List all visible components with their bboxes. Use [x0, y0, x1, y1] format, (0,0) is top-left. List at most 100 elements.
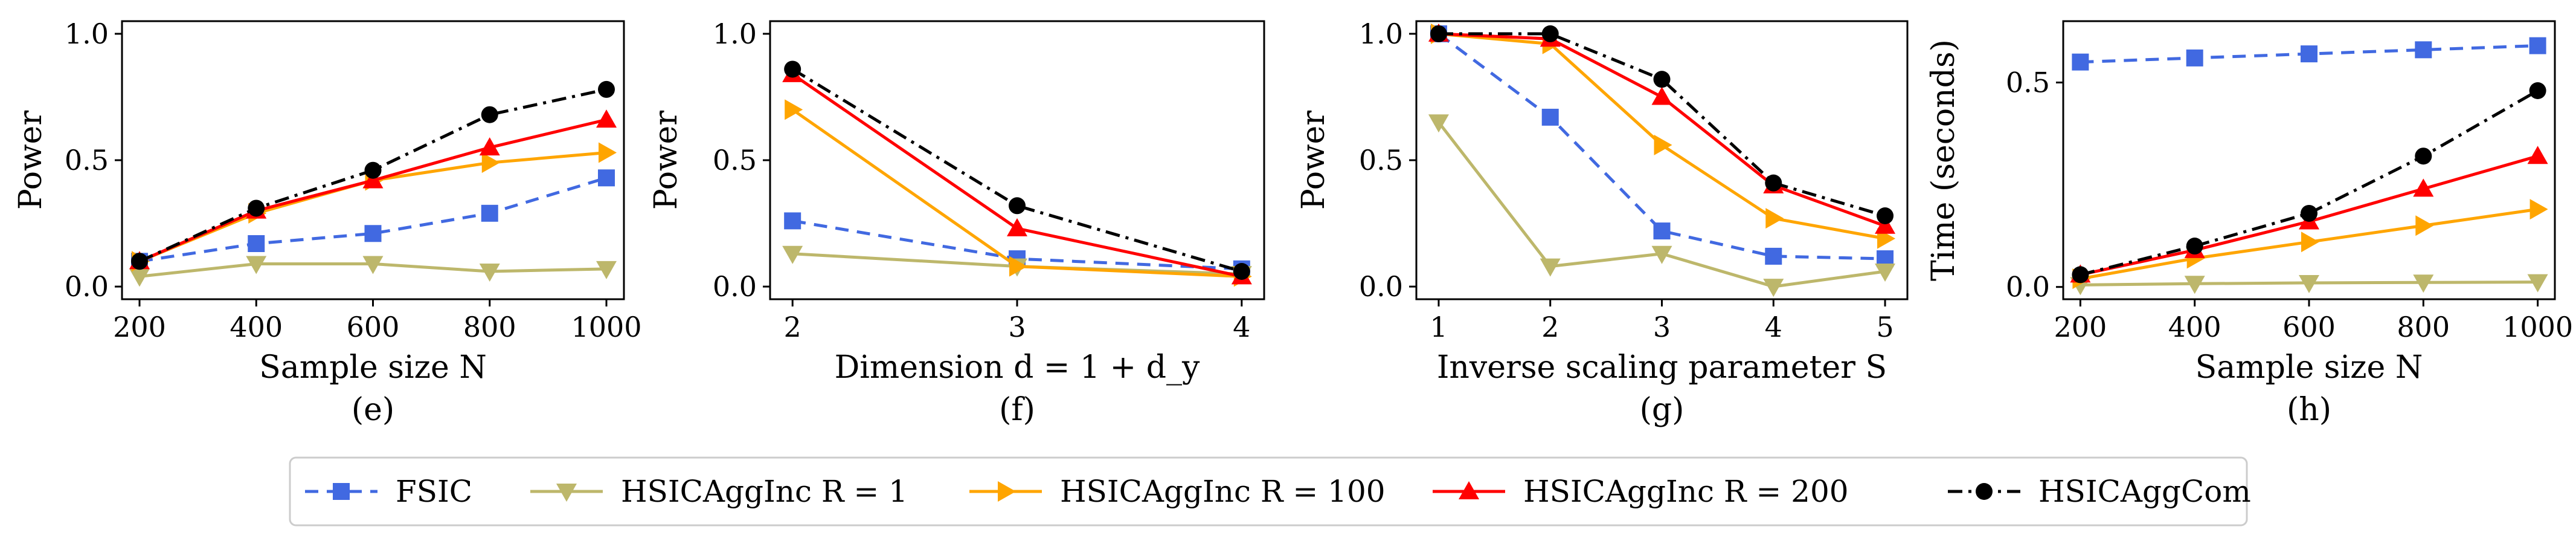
data-point-inc1-1 — [2184, 276, 2205, 294]
data-point-com-2 — [1653, 71, 1671, 88]
data-point-inc200-4 — [596, 109, 617, 128]
data-point-inc1-3 — [1763, 279, 1784, 297]
data-point-com-2 — [1233, 263, 1250, 280]
panel-4: 200 400 600 800 1000 0.0 0.5 Time (seconds) Samp… — [1926, 20, 2573, 428]
data-point-com-1 — [248, 199, 265, 217]
data-point-inc1-0 — [129, 268, 150, 287]
legend-label-inc1: HSICAggInc R = 1 — [621, 474, 908, 509]
x-tick-label: 800 — [463, 311, 516, 343]
y-tick-label: 1.0 — [65, 18, 109, 50]
data-point-com-4 — [1877, 207, 1894, 224]
data-point-inc200-3 — [479, 137, 500, 156]
y-tick-label: 0.0 — [1359, 270, 1403, 303]
data-point-fsic-2 — [1653, 222, 1671, 240]
data-point-com-2 — [364, 161, 382, 179]
legend-label-fsic: FSIC — [396, 474, 472, 509]
data-point-fsic-1 — [2186, 49, 2203, 66]
data-point-inc200-2 — [362, 170, 384, 189]
data-point-fsic-4 — [2529, 37, 2546, 54]
data-point-com-0 — [2072, 266, 2089, 284]
data-point-inc100-1 — [1009, 256, 1027, 277]
data-point-inc1-3 — [479, 264, 500, 282]
y-tick-label: 0.0 — [713, 270, 757, 303]
x-tick-label: 5 — [1876, 311, 1893, 343]
x-tick-label: 400 — [2168, 311, 2221, 343]
data-point-inc1-0 — [782, 245, 803, 264]
panel-3: 1 2 3 4 5 0.0 0.5 1.0 Power Inverse scaling param… — [1296, 18, 1909, 428]
series-line-fsic — [139, 176, 607, 263]
x-tick-label: 2 — [784, 311, 801, 343]
series-line-com — [791, 68, 1242, 273]
data-point-inc1-2 — [362, 256, 384, 274]
data-point-com-1 — [1541, 25, 1559, 42]
legend-marker-com — [1976, 483, 1993, 500]
x-tick-label: 1 — [1430, 311, 1447, 343]
x-axis-label: Sample size N — [259, 349, 487, 386]
data-point-com-0 — [130, 253, 148, 270]
data-point-inc100-3 — [481, 152, 500, 173]
series-line-inc200 — [1438, 32, 1886, 228]
legend-marker-inc200 — [1459, 481, 1479, 499]
legend-label-inc200: HSICAggInc R = 200 — [1523, 474, 1849, 509]
data-point-inc1-2 — [2299, 274, 2319, 293]
x-tick-label: 600 — [2282, 311, 2336, 343]
x-tick-label: 800 — [2397, 311, 2450, 343]
data-point-inc1-1 — [246, 256, 267, 274]
y-axis-label: Power — [648, 111, 684, 210]
panel-label: (e) — [352, 392, 394, 428]
y-tick-label: 0.5 — [2006, 66, 2050, 99]
legend-marker-fsic — [333, 483, 350, 500]
panel-label: (g) — [1640, 392, 1685, 428]
x-tick-label: 1000 — [571, 311, 641, 343]
plot-frame — [2062, 20, 2556, 300]
data-point-inc1-4 — [1875, 264, 1896, 282]
data-point-inc1-3 — [2413, 274, 2434, 293]
panel-2: 2 3 4 0.0 0.5 1.0 Power Dimension d = 1 + d_y (f… — [648, 18, 1265, 428]
data-point-inc200-4 — [1875, 215, 1896, 234]
data-point-inc100-0 — [785, 99, 803, 120]
data-point-fsic-2 — [2301, 45, 2317, 63]
data-point-inc100-4 — [599, 142, 617, 163]
legend-box — [289, 456, 2248, 527]
legend-marker-inc1 — [556, 484, 577, 502]
data-point-fsic-3 — [2415, 41, 2432, 59]
x-tick-label: 1000 — [2502, 311, 2573, 343]
x-tick-label: 600 — [347, 311, 400, 343]
data-point-fsic-4 — [598, 169, 615, 187]
series-line-inc200 — [791, 73, 1242, 278]
data-point-inc100-4 — [2529, 199, 2548, 220]
data-point-com-0 — [784, 60, 801, 78]
legend-marker-inc100 — [998, 481, 1016, 502]
data-point-com-2 — [2301, 204, 2317, 222]
data-point-fsic-1 — [1541, 108, 1559, 126]
data-point-inc200-3 — [2413, 178, 2434, 197]
x-axis-label: Sample size N — [2195, 349, 2423, 386]
legend-label-com: HSICAggCom — [2038, 474, 2251, 509]
y-tick-label: 0.0 — [2006, 271, 2050, 303]
data-point-inc100-2 — [2301, 232, 2319, 253]
data-point-fsic-3 — [481, 204, 498, 222]
data-point-fsic-0 — [784, 212, 801, 230]
y-tick-label: 0.5 — [1359, 144, 1403, 177]
data-point-inc100-3 — [2415, 215, 2434, 236]
panel-label: (f) — [999, 392, 1035, 428]
x-axis-label: Inverse scaling parameter S — [1437, 349, 1887, 386]
x-tick-label: 200 — [113, 311, 166, 343]
data-point-fsic-0 — [2072, 53, 2089, 71]
data-point-com-0 — [1430, 25, 1447, 42]
x-tick-label: 3 — [1008, 311, 1026, 343]
data-point-fsic-3 — [1765, 247, 1782, 265]
data-point-inc1-4 — [2527, 274, 2548, 293]
legend-label-inc100: HSICAggInc R = 100 — [1060, 474, 1386, 509]
x-axis-label: Dimension d = 1 + d_y — [835, 349, 1200, 386]
data-point-inc100-3 — [1765, 208, 1784, 229]
data-point-com-3 — [1765, 174, 1782, 192]
data-point-com-4 — [598, 80, 615, 98]
panel-label: (h) — [2287, 392, 2331, 428]
x-tick-label: 2 — [1541, 311, 1559, 343]
data-point-inc100-2 — [1654, 134, 1672, 155]
data-point-com-1 — [2186, 238, 2203, 255]
y-tick-label: 1.0 — [713, 18, 757, 50]
data-point-com-3 — [481, 106, 498, 123]
